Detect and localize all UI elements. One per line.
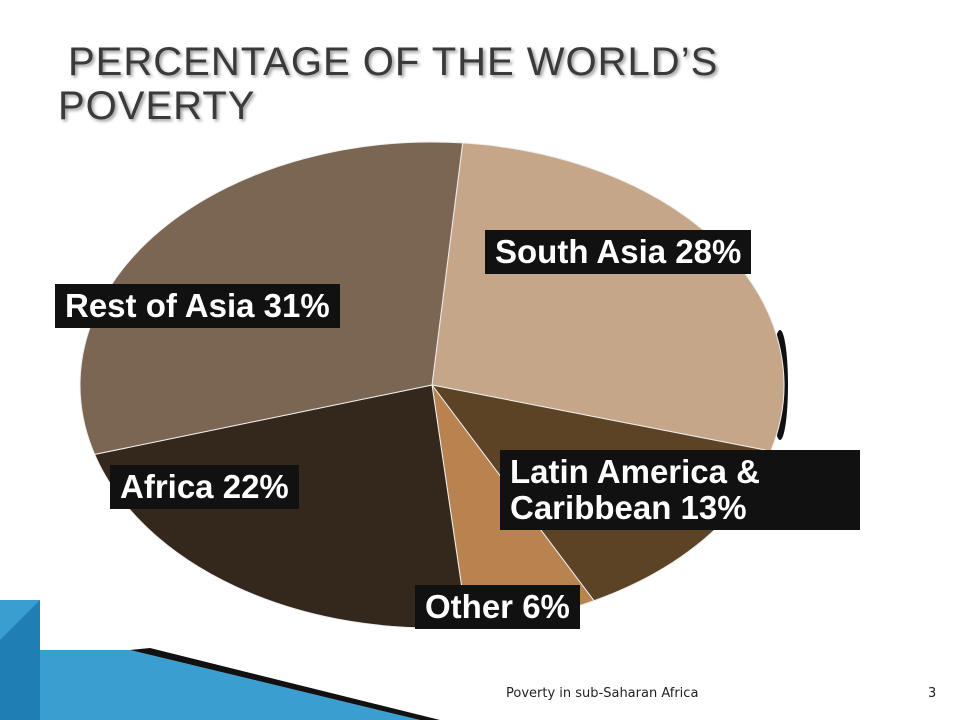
label-name: Latin America & Caribbean [510,453,761,526]
label-name: Rest of Asia [65,287,255,324]
label-value: 22% [222,468,289,505]
decor-line [130,648,440,720]
label-value: 6% [522,588,570,625]
label-value: 31% [263,287,330,324]
label-value: 28% [675,233,742,270]
data-label: Rest of Asia 31% [55,284,340,328]
label-name: Africa [120,468,214,505]
slide-title: PERCENTAGE OF THE WORLD’S POVERTY [58,40,719,128]
data-label: Africa 22% [110,465,299,509]
page-number: 3 [928,686,937,701]
label-value: 13% [680,489,747,526]
decor-wedge [0,600,420,720]
data-label: Other 6% [415,585,580,629]
data-label: Latin America & Caribbean 13% [500,450,860,530]
footer-text: Poverty in sub-Saharan Africa [506,686,699,701]
label-name: South Asia [495,233,667,270]
data-label: South Asia 28% [485,230,752,274]
label-name: Other [425,588,514,625]
decor-wedge-dark [0,600,40,720]
